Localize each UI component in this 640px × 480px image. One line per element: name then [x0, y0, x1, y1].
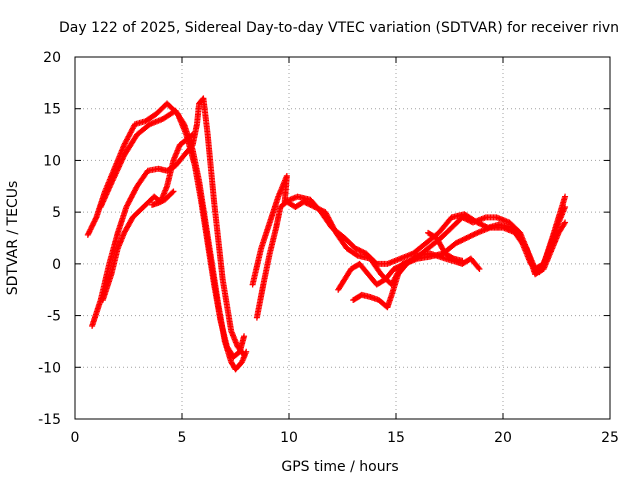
x-tick-label: 5 [178, 430, 187, 446]
data-point [459, 257, 466, 264]
data-point [241, 333, 248, 340]
data-point [241, 351, 248, 358]
data-point [476, 266, 483, 273]
series-arc-d [99, 131, 196, 304]
y-axis-label: SDTVAR / TECUs [5, 181, 21, 296]
x-tick-label: 25 [601, 430, 619, 446]
y-tick-label: 5 [52, 205, 61, 221]
data-point [562, 193, 569, 200]
data-point [169, 189, 176, 196]
data-points [84, 95, 569, 373]
y-tick-label: -5 [47, 309, 61, 325]
axis-ticks: 0 5 10 15 20 25 -15 -10 -5 0 5 10 15 20 [38, 50, 619, 446]
x-tick-label: 15 [387, 430, 405, 446]
x-tick-label: 10 [280, 430, 298, 446]
series-arc-e [149, 188, 177, 208]
series-arc-f [253, 193, 569, 321]
series-arc-i [350, 250, 483, 311]
x-tick-label: 0 [71, 430, 80, 446]
y-tick-label: 15 [43, 102, 61, 118]
y-tick-label: 10 [43, 153, 61, 169]
series-arc-b [97, 107, 250, 373]
y-tick-label: 20 [43, 50, 61, 66]
x-tick-label: 20 [494, 430, 512, 446]
data-point [240, 350, 247, 357]
data-point [562, 203, 569, 210]
data-point [188, 132, 195, 139]
chart-title: Day 122 of 2025, Sidereal Day-to-day VTE… [59, 20, 619, 36]
series-arc-h [335, 219, 569, 293]
data-point [475, 264, 482, 271]
data-point [189, 131, 196, 138]
data-point [180, 119, 187, 126]
y-tick-label: 0 [52, 257, 61, 273]
data-point [562, 219, 569, 226]
x-axis-label: GPS time / hours [281, 459, 398, 475]
series-arc-j [425, 229, 466, 264]
data-point [170, 188, 177, 195]
y-tick-label: -15 [38, 412, 61, 428]
series-arc-c [89, 95, 248, 358]
plot-frame [74, 56, 611, 420]
y-tick-label: -10 [38, 360, 61, 376]
data-point [561, 220, 568, 227]
